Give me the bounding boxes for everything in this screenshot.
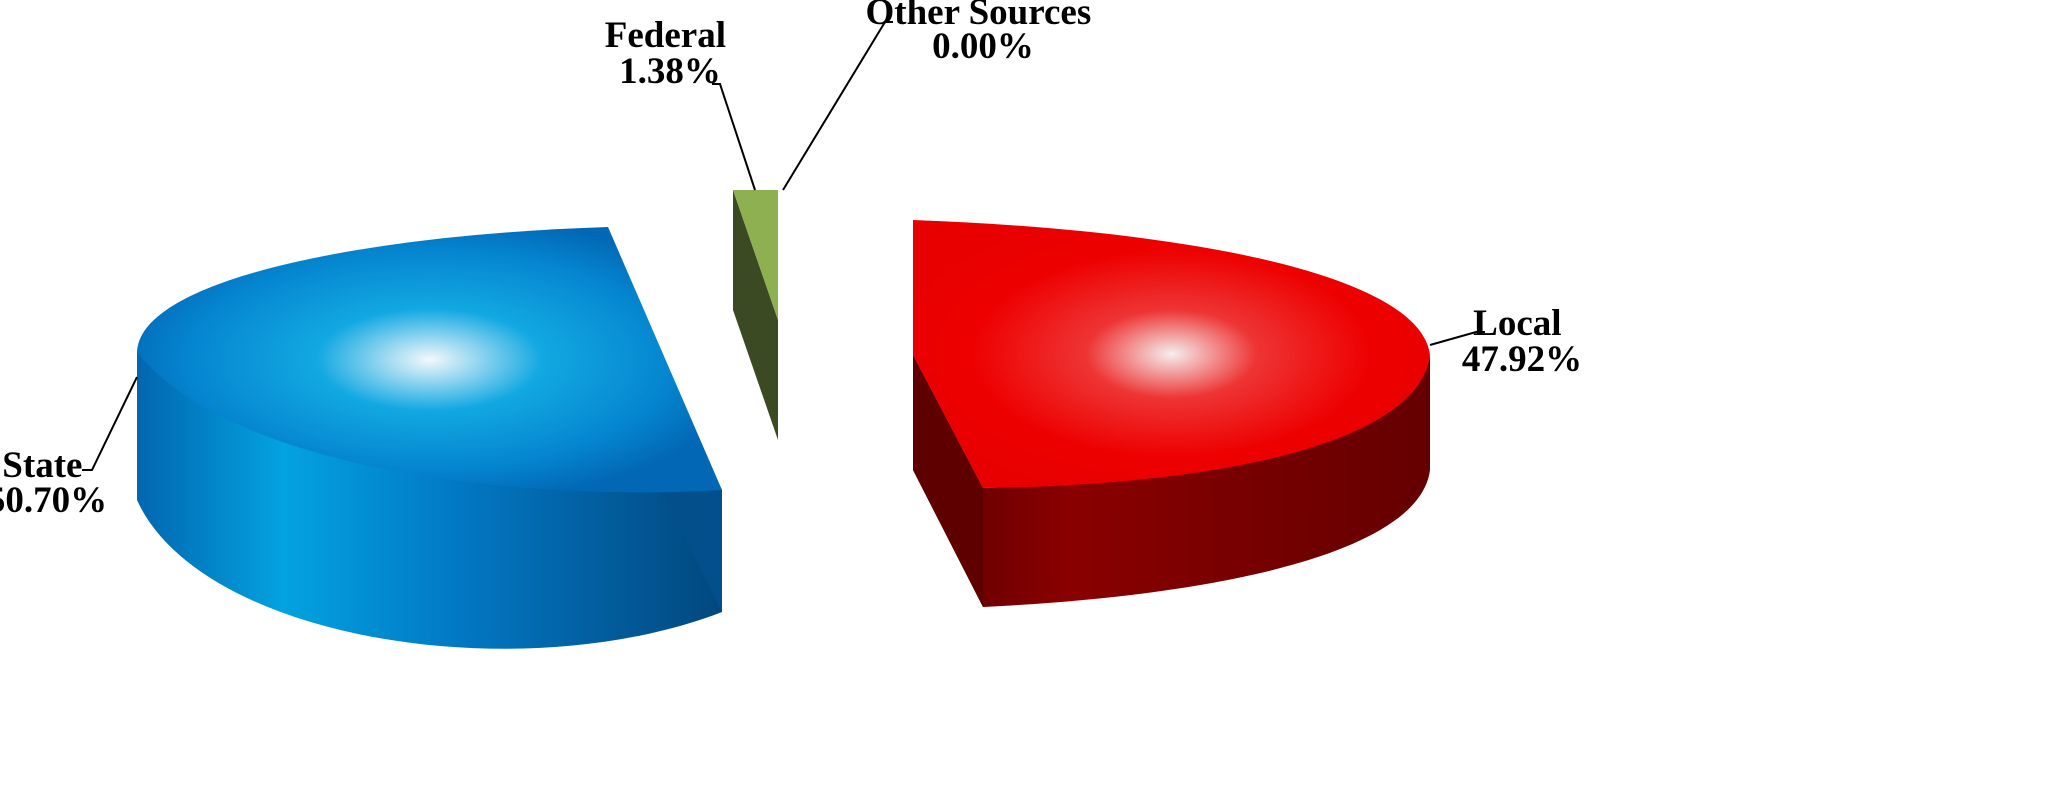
slice-federal[interactable] — [733, 190, 778, 440]
label-other-sources-name: Other Sources — [865, 0, 1091, 33]
label-other-sources: Other Sources 0.00% — [865, 0, 1100, 67]
slice-federal-top — [733, 190, 778, 320]
label-state: State 50.70% — [0, 445, 107, 521]
leader-line-other — [782, 21, 893, 191]
label-local: Local 47.92% — [1462, 303, 1582, 380]
slice-local-front-face — [913, 355, 983, 607]
label-other-sources-value: 0.00% — [932, 26, 1034, 67]
label-local-value: 47.92% — [1462, 339, 1582, 380]
slice-local-side — [913, 355, 1430, 607]
label-federal-name: Federal — [605, 15, 726, 56]
label-federal: Federal 1.38% — [605, 15, 735, 92]
slice-federal-side — [733, 190, 778, 440]
label-local-name: Local — [1473, 303, 1561, 344]
label-federal-value: 1.38% — [619, 51, 721, 92]
label-state-value: 50.70% — [0, 480, 107, 521]
slice-local-top — [913, 220, 1430, 488]
leader-line-federal — [712, 83, 756, 191]
slice-state-top — [137, 227, 722, 493]
label-state-name: State — [2, 445, 82, 486]
leader-line-state — [82, 376, 138, 471]
slice-state[interactable] — [137, 227, 722, 649]
slice-local[interactable] — [913, 220, 1430, 607]
leader-line-local — [1429, 331, 1485, 346]
